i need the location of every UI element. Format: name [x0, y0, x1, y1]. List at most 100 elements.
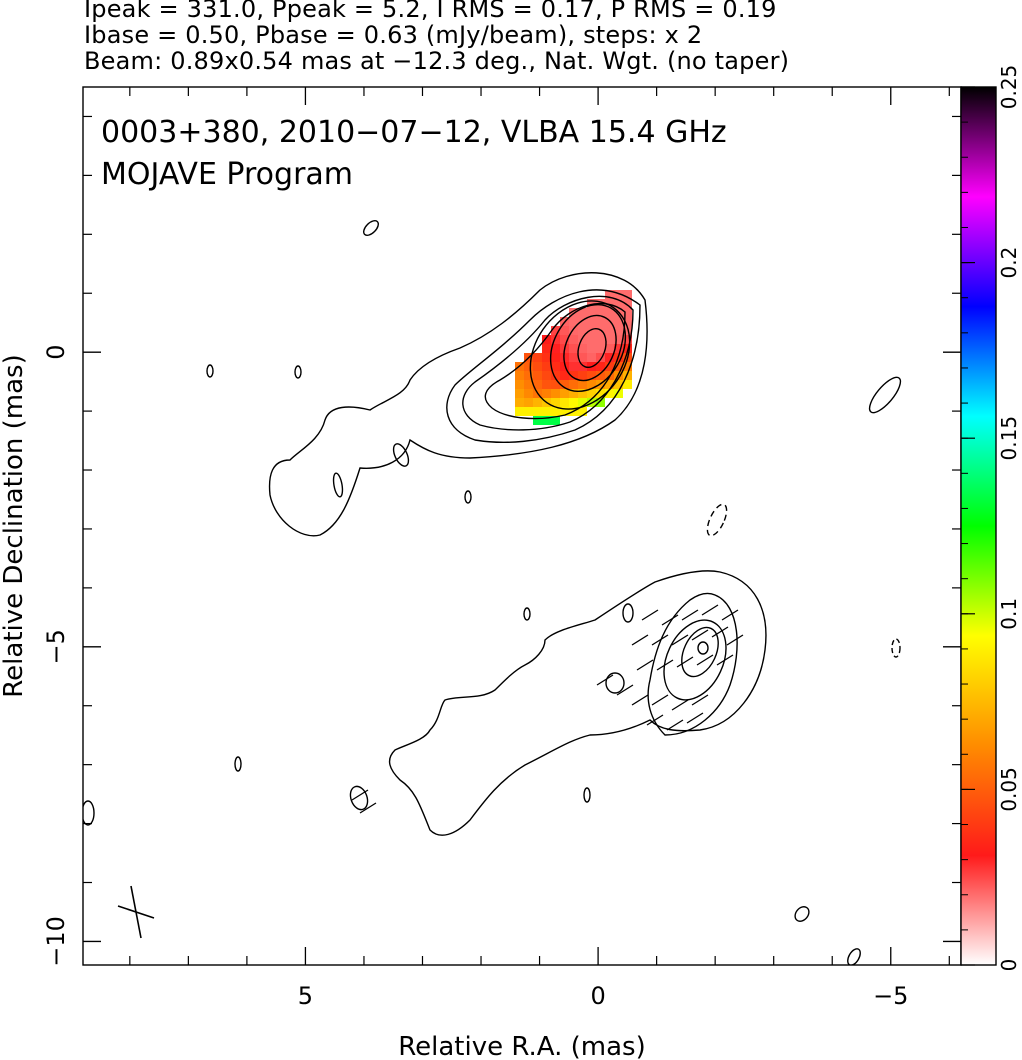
contour-island-5	[868, 376, 902, 414]
y-axis-label: Relative Declination (mas)	[0, 354, 29, 697]
evpa-tick	[641, 609, 659, 621]
pol-pixel	[587, 326, 596, 335]
evpa-tick	[701, 604, 719, 616]
pol-pixel	[551, 353, 560, 362]
evpa-tick	[631, 634, 649, 646]
colorbar-tick-label: 0.2	[997, 247, 1021, 279]
pol-pixel	[533, 371, 542, 380]
pol-pixel	[551, 371, 560, 380]
evpa-tick	[616, 684, 634, 696]
contour-island-1	[206, 364, 214, 378]
pol-pixel	[560, 407, 569, 416]
pol-pixel	[605, 389, 614, 398]
pol-pixel	[560, 335, 569, 344]
contour-island-4	[464, 490, 472, 504]
contour-island-7	[622, 603, 634, 623]
pol-pixel	[542, 353, 551, 362]
pol-pixel	[551, 362, 560, 371]
contour-island-neg-2	[891, 638, 901, 658]
header-base-line: Ibase = 0.50, Pbase = 0.63 (mJy/beam), s…	[84, 21, 703, 49]
evpa-tick	[351, 789, 369, 801]
pol-pixel	[542, 371, 551, 380]
contour-core-7	[563, 314, 617, 382]
pol-pixel	[542, 344, 551, 353]
chart-title: 0003+380, 2010−07−12, VLBA 15.4 GHz	[101, 115, 727, 150]
pol-pixel	[569, 317, 578, 326]
contour-knot-lower-left	[605, 672, 625, 694]
contour-lower-2	[647, 592, 738, 736]
pol-pixel	[542, 416, 551, 425]
pol-pixel	[533, 407, 542, 416]
pol-pixel	[515, 389, 524, 398]
pol-pixel	[569, 389, 578, 398]
pol-pixel	[614, 389, 623, 398]
pol-pixel	[623, 335, 632, 344]
pol-pixel	[542, 380, 551, 389]
pol-pixel	[560, 389, 569, 398]
contour-jet-4	[484, 302, 626, 420]
pol-pixel	[587, 344, 596, 353]
pol-pixel	[605, 308, 614, 317]
pol-pixel	[515, 407, 524, 416]
pol-pixel	[569, 335, 578, 344]
pol-pixel	[560, 380, 569, 389]
evpa-tick	[636, 659, 654, 671]
colorbar-tick-label: 0.15	[997, 416, 1021, 461]
pol-pixel	[542, 362, 551, 371]
pol-pixel	[578, 371, 587, 380]
pol-pixel	[542, 389, 551, 398]
pol-pixel	[569, 326, 578, 335]
pol-pixel	[614, 344, 623, 353]
pol-pixel	[515, 371, 524, 380]
x-axis-label: Relative R.A. (mas)	[398, 1032, 645, 1060]
pol-pixel	[614, 326, 623, 335]
pol-pixel	[578, 326, 587, 335]
pol-pixel	[587, 371, 596, 380]
x-tick-label: 0	[590, 982, 605, 1010]
intensity-contours	[83, 220, 902, 965]
contour-lower-outer	[388, 570, 767, 836]
pol-pixel	[542, 407, 551, 416]
y-tick-label: −5	[42, 629, 70, 664]
evpa-tick	[359, 802, 377, 814]
contour-jet-3	[462, 295, 634, 431]
header-beam-line: Beam: 0.89x0.54 mas at −12.3 deg., Nat. …	[84, 47, 790, 75]
evpa-tick	[711, 626, 729, 638]
plot-header: Ipeak = 331.0, Ppeak = 5.2, I RMS = 0.17…	[84, 0, 984, 74]
pol-pixel	[578, 362, 587, 371]
contour-jet-2	[446, 289, 641, 443]
pol-pixel	[560, 326, 569, 335]
pol-pixel	[551, 407, 560, 416]
pol-pixel	[560, 362, 569, 371]
pol-pixel	[551, 380, 560, 389]
header-stats-line: Ipeak = 331.0, Ppeak = 5.2, I RMS = 0.17…	[84, 0, 777, 23]
contour-core-8	[577, 327, 607, 369]
pol-pixel	[578, 398, 587, 407]
pol-pixel	[623, 308, 632, 317]
contour-island-10	[583, 787, 591, 803]
pol-pixel	[596, 398, 605, 407]
pol-pixel	[623, 290, 632, 299]
pol-pixel	[623, 317, 632, 326]
colorbar-tick-label: 0.05	[997, 767, 1021, 812]
pol-pixel	[524, 398, 533, 407]
beam-cross	[117, 885, 155, 939]
pol-pixel	[605, 290, 614, 299]
pol-pixel	[578, 407, 587, 416]
pol-pixel	[587, 389, 596, 398]
pol-pixel	[587, 353, 596, 362]
contour-island-top	[363, 220, 379, 236]
evpa-tick	[691, 694, 709, 706]
pol-pixel	[587, 317, 596, 326]
pol-pixel	[605, 344, 614, 353]
pol-pixel	[596, 308, 605, 317]
contour-island-6	[523, 607, 531, 621]
contour-island-8	[234, 756, 242, 772]
pol-pixel	[515, 398, 524, 407]
evpa-tick	[651, 634, 669, 646]
x-axis-ticks: 5 0 −5	[298, 87, 908, 1010]
evpa-tick	[681, 609, 699, 621]
pol-pixel	[551, 326, 560, 335]
pol-pixel	[578, 389, 587, 398]
y-tick-label: −10	[42, 916, 70, 967]
